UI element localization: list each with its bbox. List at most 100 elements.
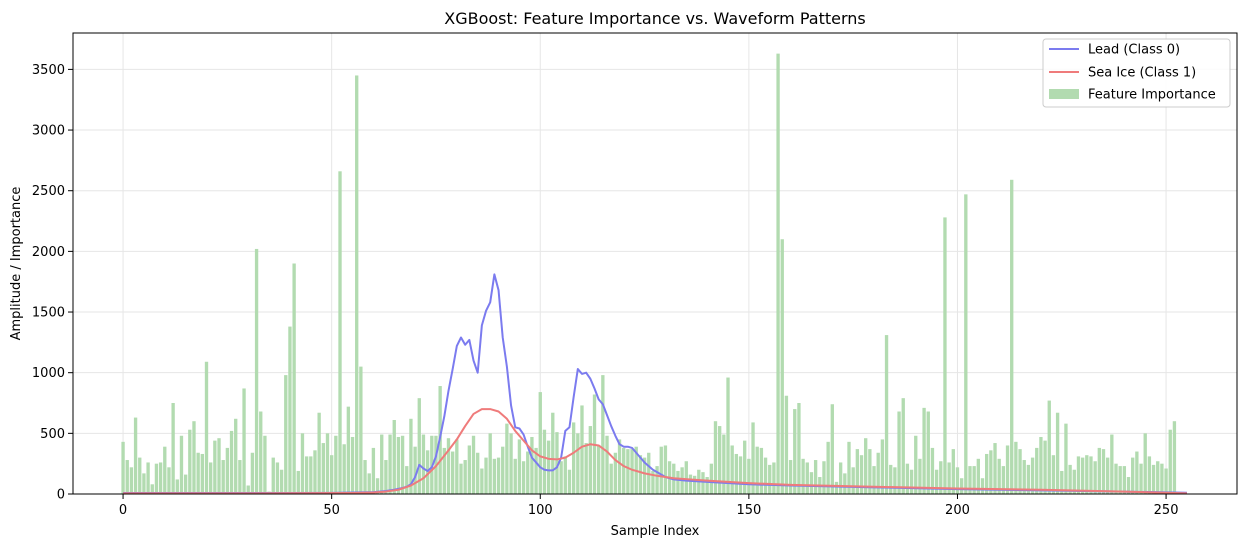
importance-bar — [717, 426, 722, 494]
importance-bar — [872, 466, 876, 494]
importance-bar — [1093, 461, 1097, 494]
importance-bar — [355, 75, 359, 495]
importance-bar — [584, 443, 588, 494]
legend-label-feature-importance: Feature Importance — [1088, 88, 1216, 103]
importance-bar — [884, 335, 889, 494]
importance-bar — [1072, 469, 1076, 494]
importance-bar — [1131, 457, 1135, 494]
importance-bar — [613, 452, 618, 494]
chart-title: XGBoost: Feature Importance vs. Waveform… — [444, 9, 866, 28]
legend-box — [1042, 38, 1231, 108]
importance-bar — [188, 429, 192, 494]
importance-bar — [1114, 463, 1118, 494]
importance-bar — [546, 440, 551, 494]
importance-bar — [722, 434, 726, 494]
importance-bar — [488, 433, 492, 494]
importance-bar — [626, 449, 630, 494]
importance-bar — [138, 457, 142, 494]
importance-bar — [776, 53, 780, 494]
importance-bar — [292, 263, 296, 494]
importance-bar — [1035, 447, 1039, 494]
y-tick-label: 2000 — [32, 245, 65, 260]
importance-bar — [346, 406, 351, 494]
importance-bar — [801, 458, 805, 494]
importance-bar — [563, 456, 567, 494]
legend-swatch-feature-importance — [1049, 89, 1079, 99]
y-axis-label: Amplitude / Importance — [9, 187, 24, 341]
importance-bar — [284, 375, 288, 494]
importance-bar — [1097, 447, 1101, 494]
importance-bar — [484, 457, 488, 494]
importance-bar — [476, 452, 480, 494]
importance-bar — [734, 453, 739, 494]
y-tick-label: 3500 — [32, 63, 65, 78]
importance-bar — [1055, 412, 1060, 494]
importance-bar — [1118, 466, 1122, 494]
importance-bar — [751, 422, 755, 494]
importance-bar — [1043, 440, 1047, 494]
importance-bar — [167, 467, 171, 494]
importance-bar — [768, 464, 772, 494]
importance-bar — [467, 445, 472, 494]
importance-bar — [934, 469, 939, 494]
importance-bar — [1076, 456, 1081, 494]
importance-bar — [897, 411, 901, 494]
importance-bar — [325, 433, 330, 494]
importance-bar — [663, 445, 668, 494]
importance-bar — [171, 403, 175, 494]
importance-bar — [997, 458, 1001, 494]
importance-bar — [638, 455, 643, 494]
importance-bar — [263, 435, 267, 494]
importance-bar — [450, 451, 455, 494]
importance-bar — [442, 447, 446, 494]
importance-bar — [538, 392, 542, 494]
importance-bar — [1001, 466, 1006, 494]
importance-bar — [1172, 421, 1177, 494]
importance-bar — [1126, 477, 1131, 494]
importance-bar — [446, 438, 451, 494]
importance-bar — [350, 436, 355, 494]
importance-bar — [179, 435, 184, 494]
importance-bar — [914, 435, 918, 494]
importance-bar — [805, 462, 809, 494]
importance-bar — [225, 447, 230, 494]
importance-bar — [300, 433, 305, 494]
importance-bar — [793, 409, 797, 494]
importance-bar — [1064, 423, 1068, 494]
importance-bar — [1110, 434, 1114, 494]
y-tick-label: 0 — [57, 488, 65, 503]
importance-bar — [1051, 455, 1056, 494]
importance-bar — [901, 398, 905, 494]
importance-bar — [221, 460, 225, 494]
importance-bar — [630, 449, 634, 494]
importance-bar — [158, 462, 163, 494]
y-tick-label: 500 — [40, 427, 65, 442]
importance-bar — [617, 439, 622, 494]
sea-ice-class-1-line — [123, 408, 1187, 495]
importance-bar — [530, 436, 534, 494]
importance-bar — [163, 446, 167, 494]
importance-bar — [154, 463, 159, 494]
importance-bar — [684, 461, 688, 494]
importance-bar — [651, 470, 655, 494]
importance-bar — [880, 439, 885, 494]
importance-bar — [588, 426, 593, 494]
importance-bar — [1139, 463, 1143, 494]
importance-bar — [509, 433, 513, 494]
importance-bar — [133, 417, 138, 494]
legend: Lead (Class 0) Sea Ice (Class 1) Feature… — [1042, 38, 1231, 108]
importance-bar — [517, 439, 522, 494]
importance-bar — [371, 447, 376, 494]
importance-bar — [129, 467, 134, 494]
importance-bar — [309, 456, 313, 494]
importance-bar — [763, 457, 768, 494]
importance-bar — [1143, 433, 1147, 494]
importance-bar — [542, 429, 547, 494]
importance-bar — [271, 457, 275, 494]
importance-bar — [964, 194, 968, 494]
importance-bar — [868, 449, 872, 494]
importance-bar — [392, 419, 396, 494]
x-tick-label: 0 — [119, 503, 127, 518]
importance-bar — [254, 248, 259, 494]
importance-bar — [889, 464, 893, 494]
